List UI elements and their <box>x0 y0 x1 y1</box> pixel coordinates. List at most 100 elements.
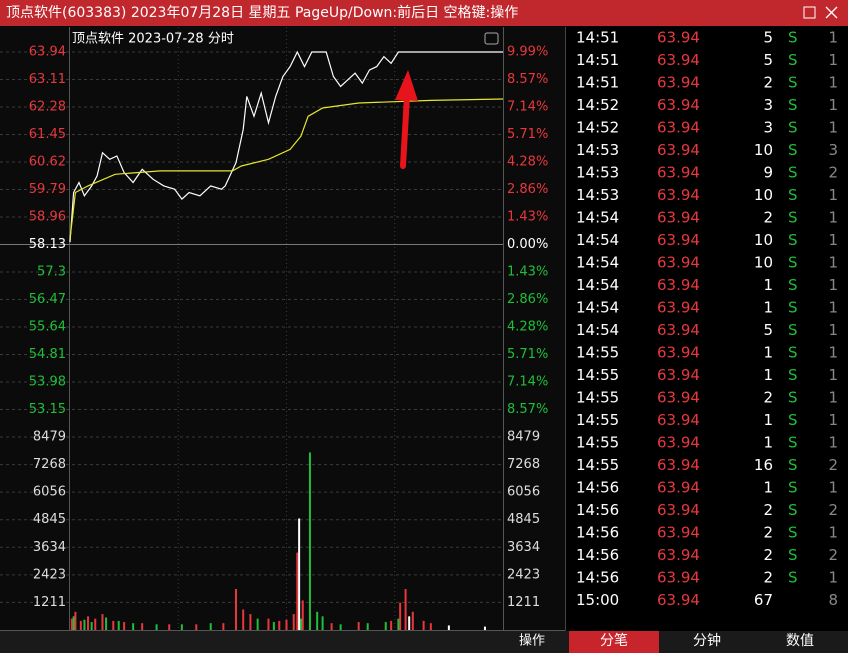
trade-time: 14:55 <box>576 434 619 452</box>
tab-background <box>569 631 659 653</box>
trade-time: 14:53 <box>576 164 619 182</box>
y-tick-label: 55.64 <box>29 320 66 335</box>
trade-volume: 10 <box>754 186 773 204</box>
y-tick-label: 53.15 <box>29 402 66 417</box>
trade-time: 14:54 <box>576 299 619 317</box>
volume-tick-label: 1211 <box>33 595 66 610</box>
trade-time: 14:56 <box>576 501 619 519</box>
y2-tick-label: 5.71% <box>507 347 548 362</box>
volume-tick-label: 2423 <box>33 567 66 582</box>
volume-bar <box>180 624 183 630</box>
trade-price: 63.94 <box>657 51 700 69</box>
tab[interactable]: 分笔 <box>600 633 628 649</box>
trade-time: 14:55 <box>576 411 619 429</box>
trade-volume: 2 <box>763 524 773 542</box>
trade-volume: 2 <box>763 389 773 407</box>
trade-volume: 2 <box>763 74 773 92</box>
volume-bar <box>123 622 126 630</box>
window-title: 顶点软件(603383) 2023年07月28日 星期五 PageUp/Down… <box>6 4 518 21</box>
trade-time: 14:54 <box>576 209 619 227</box>
trade-time: 14:51 <box>576 29 619 47</box>
close-button[interactable] <box>825 6 838 19</box>
maximize-button[interactable] <box>803 6 816 19</box>
trade-time: 14:56 <box>576 546 619 564</box>
volume-tick-label: 3634 <box>33 540 66 555</box>
chart-toggle[interactable] <box>484 32 499 45</box>
trade-count: 1 <box>828 96 838 114</box>
trade-price: 63.94 <box>657 276 700 294</box>
y-tick-label: 63.11 <box>29 72 66 87</box>
trade-side: S <box>788 209 798 227</box>
volume-bar <box>101 614 104 630</box>
trade-count: 1 <box>828 276 838 294</box>
trade-price: 63.94 <box>657 546 700 564</box>
tab[interactable]: 分钟 <box>693 632 721 649</box>
trade-count: 1 <box>828 51 838 69</box>
trade-volume: 10 <box>754 231 773 249</box>
volume-tick-label-right: 7268 <box>507 457 540 472</box>
trade-price: 63.94 <box>657 209 700 227</box>
trade-price: 63.94 <box>657 321 700 339</box>
trade-time: 14:55 <box>576 366 619 384</box>
volume-tick-label-right: 6056 <box>507 485 540 500</box>
trade-count: 2 <box>828 456 838 474</box>
volume-bar <box>296 552 299 630</box>
trade-side: S <box>788 96 798 114</box>
trade-price: 63.94 <box>657 74 700 92</box>
trade-volume: 1 <box>763 479 773 497</box>
volume-bar <box>155 624 158 630</box>
volume-bar <box>267 618 270 630</box>
trade-price: 63.94 <box>657 456 700 474</box>
volume-bar <box>249 614 252 630</box>
title-bar <box>0 0 848 26</box>
trade-price: 63.94 <box>657 591 700 609</box>
price-line <box>69 50 503 243</box>
volume-bar <box>408 616 411 630</box>
volume-bar <box>397 618 400 630</box>
trade-side: S <box>788 366 798 384</box>
trade-side: S <box>788 276 798 294</box>
y-tick-label: 58.96 <box>29 210 66 225</box>
trade-volume: 67 <box>754 591 773 609</box>
trade-price: 63.94 <box>657 254 700 272</box>
trade-volume: 2 <box>763 501 773 519</box>
trade-count: 1 <box>828 366 838 384</box>
y2-tick-label: 5.71% <box>507 127 548 142</box>
volume-bar <box>168 624 171 630</box>
trade-volume: 1 <box>763 434 773 452</box>
trade-volume: 1 <box>763 366 773 384</box>
trade-side: S <box>788 479 798 497</box>
trade-side: S <box>788 321 798 339</box>
trade-volume: 5 <box>763 29 773 47</box>
volume-bar <box>316 611 319 630</box>
trade-time: 15:00 <box>576 591 619 609</box>
y2-tick-label: 9.99% <box>507 45 548 60</box>
y-tick-label: 54.81 <box>29 347 66 362</box>
volume-bar <box>366 623 369 630</box>
trade-time: 14:51 <box>576 51 619 69</box>
volume-bar <box>357 622 360 630</box>
trade-count: 1 <box>828 524 838 542</box>
y2-tick-label: 8.57% <box>507 72 548 87</box>
trade-price: 63.94 <box>657 569 700 587</box>
trade-volume: 1 <box>763 276 773 294</box>
tab[interactable]: 数值 <box>786 633 814 649</box>
trade-side: S <box>788 434 798 452</box>
tab-background <box>755 631 845 653</box>
volume-bar <box>390 620 393 630</box>
trade-time: 14:54 <box>576 321 619 339</box>
y-tick-label: 58.13 <box>29 237 66 252</box>
trade-side: S <box>788 186 798 204</box>
volume-bar <box>278 620 281 630</box>
trade-side: S <box>788 299 798 317</box>
y2-tick-label: 4.28% <box>507 155 548 170</box>
volume-bar <box>429 623 432 630</box>
trade-price: 63.94 <box>657 366 700 384</box>
trade-count: 1 <box>828 254 838 272</box>
y2-tick-label: 1.43% <box>507 265 548 280</box>
trade-price: 63.94 <box>657 96 700 114</box>
volume-bar <box>298 518 301 630</box>
operate-button[interactable]: 操作 <box>519 633 545 649</box>
y2-tick-label: 8.57% <box>507 402 548 417</box>
